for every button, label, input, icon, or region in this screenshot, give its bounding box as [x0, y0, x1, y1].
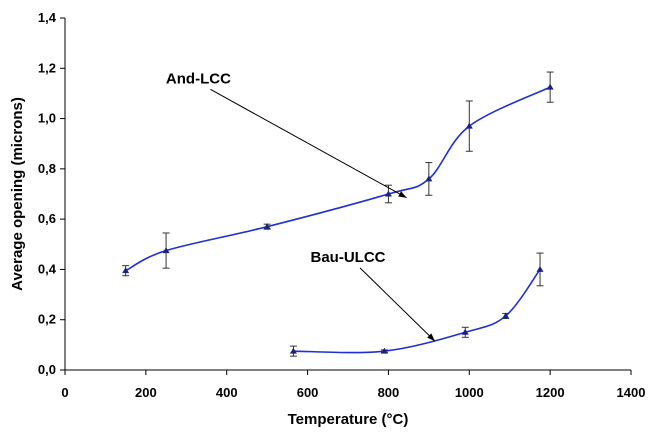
series-line: [125, 86, 551, 272]
data-point: [425, 175, 433, 182]
annotation: Bau-ULCC: [311, 249, 436, 342]
ticks: 0,0 0,2 0,4 0,6 0,8 1,0 1,2 1,4 0 200 400 600 800 100…: [38, 10, 646, 400]
axes: [64, 18, 631, 371]
data-point: [461, 328, 469, 335]
arrowhead: [427, 333, 435, 342]
y-tick-label: 1,0: [38, 111, 56, 126]
y-tick-label: 0,0: [38, 362, 56, 377]
series-1: [122, 71, 554, 277]
data-point: [122, 267, 130, 274]
x-tick-label: 1000: [455, 385, 484, 400]
data-point: [289, 347, 297, 354]
data-point: [380, 347, 388, 354]
x-tick-label: 0: [61, 385, 68, 400]
annotation-arrow: [210, 88, 407, 199]
data-point: [465, 122, 473, 129]
data-point: [502, 312, 510, 319]
y-tick-label: 0,8: [38, 161, 56, 176]
annotation: And-LCC: [166, 70, 407, 199]
x-tick-label: 600: [297, 385, 319, 400]
arrowhead: [398, 191, 407, 198]
x-tick-label: 1200: [536, 385, 565, 400]
data-point: [384, 190, 392, 197]
x-tick-label: 800: [378, 385, 400, 400]
series-line: [293, 268, 541, 354]
annotation-arrow: [359, 267, 436, 342]
data-point: [536, 265, 544, 272]
y-tick-label: 0,4: [38, 261, 57, 276]
y-tick-label: 0,6: [38, 211, 56, 226]
data-point: [546, 83, 554, 90]
annotation-label: And-LCC: [166, 70, 231, 87]
annotation-label: Bau-ULCC: [311, 249, 386, 266]
annotations: And-LCC Bau-ULCC: [166, 70, 436, 342]
x-tick-label: 1400: [617, 385, 646, 400]
y-tick-label: 0,2: [38, 312, 56, 327]
y-axis-title: Average opening (microns): [9, 97, 26, 291]
x-axis-title: Temperature (°C): [288, 411, 409, 428]
x-tick-label: 400: [216, 385, 238, 400]
series-group: [122, 71, 554, 357]
y-tick-label: 1,4: [38, 10, 57, 25]
series-2: [289, 252, 544, 357]
data-point: [162, 247, 170, 254]
data-point: [263, 223, 271, 230]
x-tick-label: 200: [135, 385, 157, 400]
y-tick-label: 1,2: [38, 60, 56, 75]
